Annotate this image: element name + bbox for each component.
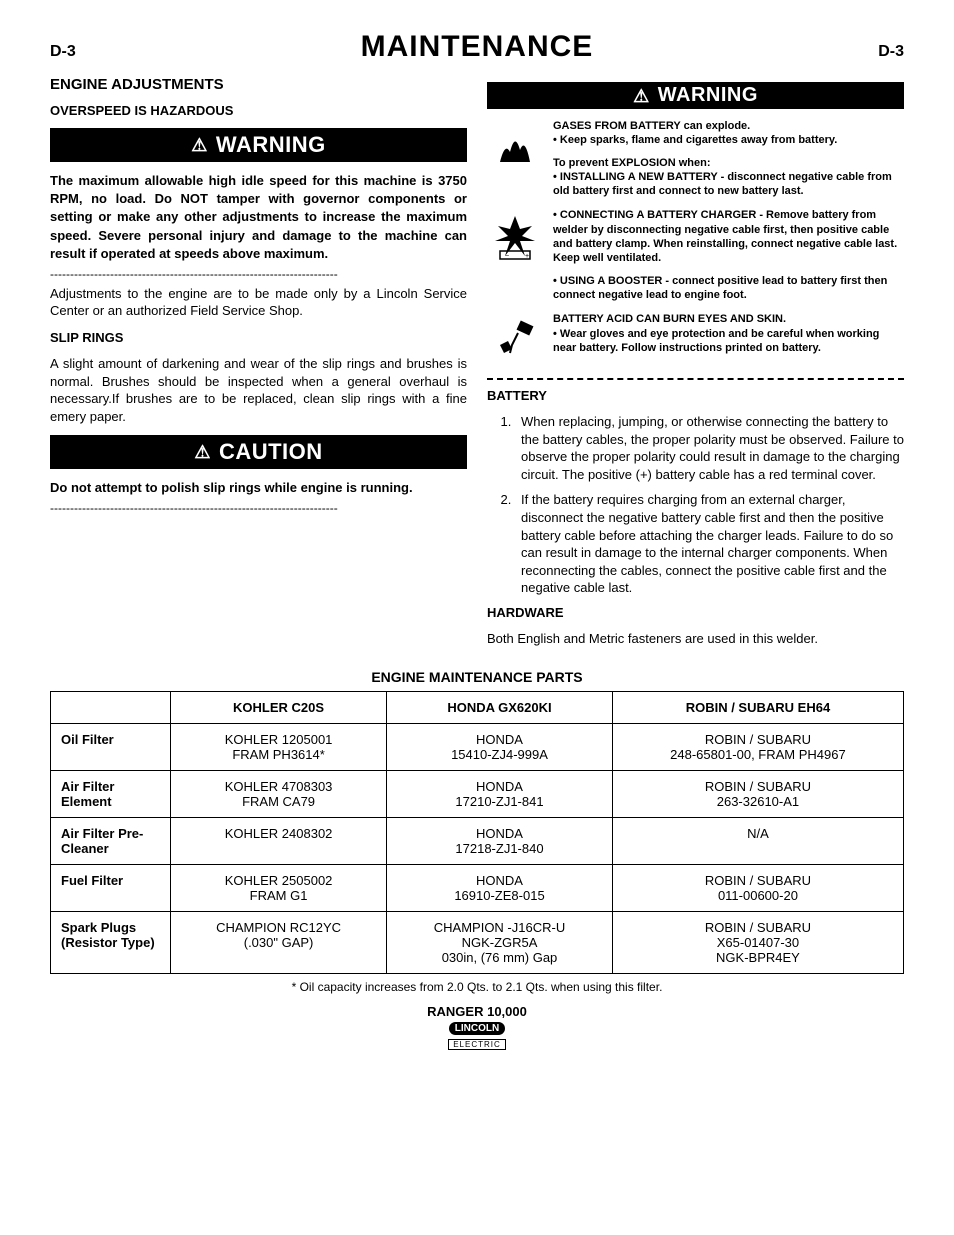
warning-bar-left: ⚠ WARNING [50,128,467,162]
caution-triangle-icon: ⚠ [194,443,211,461]
charger-text: • CONNECTING A BATTERY CHARGER - Remove … [553,208,904,302]
parts-table: KOHLER C20S HONDA GX620KI ROBIN / SUBARU… [50,691,904,974]
gases-text: GASES FROM BATTERY can explode. • Keep s… [553,119,904,198]
th-honda: HONDA GX620KI [387,692,613,724]
warning-bar-right: ⚠ WARNING [487,82,904,109]
warning-triangle-icon: ⚠ [633,87,650,105]
table-row: Spark Plugs (Resistor Type)CHAMPION RC12… [51,912,904,974]
row-label: Oil Filter [51,724,171,771]
charger-body: • CONNECTING A BATTERY CHARGER - Remove … [553,208,904,265]
page-footer: RANGER 10,000 LINCOLN ELECTRIC [50,1004,904,1050]
table-row: Air Filter Pre-CleanerKOHLER 2408302HOND… [51,818,904,865]
header-left: D-3 [50,43,130,61]
table-row: Air Filter ElementKOHLER 4708303FRAM CA7… [51,771,904,818]
hardware-body: Both English and Metric fasteners are us… [487,630,904,648]
warning-body-text: The maximum allowable high idle speed fo… [50,172,467,263]
footer-model: RANGER 10,000 [50,1004,904,1019]
row-label: Air Filter Element [51,771,171,818]
gases-icon-row: GASES FROM BATTERY can explode. • Keep s… [487,119,904,198]
caution-body-text: Do not attempt to polish slip rings whil… [50,479,467,497]
table-cell: ROBIN / SUBARU011-00600-20 [612,865,903,912]
slip-rings-body: A slight amount of darkening and wear of… [50,355,467,425]
caution-bar: ⚠ CAUTION [50,435,467,469]
hardware-heading: HARDWARE [487,605,904,620]
gases-l1: GASES FROM BATTERY can explode. [553,119,904,133]
battery-item-1: When replacing, jumping, or otherwise co… [515,413,904,483]
svg-text:−: − [505,253,509,260]
table-cell: HONDA16910-ZE8-015 [387,865,613,912]
brand-logo: LINCOLN ELECTRIC [50,1019,904,1050]
row-label: Spark Plugs (Resistor Type) [51,912,171,974]
table-header-row: KOHLER C20S HONDA GX620KI ROBIN / SUBARU… [51,692,904,724]
acid-icon-row: BATTERY ACID CAN BURN EYES AND SKIN. • W… [487,312,904,368]
dash-divider: ----------------------------------------… [50,267,467,281]
left-column: ENGINE ADJUSTMENTS OVERSPEED IS HAZARDOU… [50,72,467,655]
acid-text: BATTERY ACID CAN BURN EYES AND SKIN. • W… [553,312,904,355]
dash-divider-2: ----------------------------------------… [50,501,467,515]
gases-l3: To prevent EXPLOSION when: [553,156,904,170]
two-column-layout: ENGINE ADJUSTMENTS OVERSPEED IS HAZARDOU… [50,72,904,655]
table-cell: N/A [612,818,903,865]
right-column: ⚠ WARNING GASES FROM BATTERY can explode… [487,72,904,655]
adjustments-body: Adjustments to the engine are to be made… [50,285,467,320]
table-cell: CHAMPION -J16CR-UNGK-ZGR5A030in, (76 mm)… [387,912,613,974]
dashed-divider [487,378,904,380]
warning-triangle-icon: ⚠ [191,136,208,154]
th-robin: ROBIN / SUBARU EH64 [612,692,903,724]
gases-l4: • INSTALLING A NEW BATTERY - disconnect … [553,170,904,199]
acid-l1: BATTERY ACID CAN BURN EYES AND SKIN. [553,312,904,326]
table-cell: KOHLER 4708303FRAM CA79 [171,771,387,818]
table-row: Oil FilterKOHLER 1205001FRAM PH3614*HOND… [51,724,904,771]
table-cell: CHAMPION RC12YC(.030" GAP) [171,912,387,974]
charger-icon-row: −+ • CONNECTING A BATTERY CHARGER - Remo… [487,208,904,302]
table-cell: ROBIN / SUBARUX65-01407-30NGK-BPR4EY [612,912,903,974]
row-label: Fuel Filter [51,865,171,912]
th-kohler: KOHLER C20S [171,692,387,724]
battery-list: When replacing, jumping, or otherwise co… [515,413,904,596]
table-cell: HONDA17218-ZJ1-840 [387,818,613,865]
battery-item-2: If the battery requires charging from an… [515,491,904,596]
table-cell: ROBIN / SUBARU263-32610-A1 [612,771,903,818]
page-title: MAINTENANCE [130,30,824,64]
engine-adjustments-heading: ENGINE ADJUSTMENTS [50,76,467,93]
caution-label: CAUTION [219,439,323,465]
svg-text:+: + [525,253,529,260]
acid-l2: • Wear gloves and eye protection and be … [553,327,904,356]
gases-l2: • Keep sparks, flame and cigarettes away… [553,133,904,147]
table-body: Oil FilterKOHLER 1205001FRAM PH3614*HOND… [51,724,904,974]
table-cell: HONDA15410-ZJ4-999A [387,724,613,771]
brand-name: LINCOLN [449,1022,505,1035]
table-cell: KOHLER 1205001FRAM PH3614* [171,724,387,771]
th-blank [51,692,171,724]
slip-rings-heading: SLIP RINGS [50,330,467,345]
table-cell: HONDA17210-ZJ1-841 [387,771,613,818]
table-title: ENGINE MAINTENANCE PARTS [50,669,904,685]
overspeed-heading: OVERSPEED IS HAZARDOUS [50,103,467,118]
battery-heading: BATTERY [487,388,904,403]
flame-icon [487,119,543,175]
warning-label: WARNING [658,84,758,107]
warning-label: WARNING [216,132,326,158]
page-header: D-3 MAINTENANCE D-3 [50,30,904,64]
brand-sub: ELECTRIC [448,1039,506,1050]
table-row: Fuel FilterKOHLER 2505002FRAM G1HONDA169… [51,865,904,912]
acid-pour-icon [487,312,543,368]
booster-body: • USING A BOOSTER - connect positive lea… [553,274,904,303]
row-label: Air Filter Pre-Cleaner [51,818,171,865]
table-cell: KOHLER 2408302 [171,818,387,865]
header-right: D-3 [824,43,904,61]
table-cell: KOHLER 2505002FRAM G1 [171,865,387,912]
explosion-icon: −+ [487,208,543,264]
table-cell: ROBIN / SUBARU248-65801-00, FRAM PH4967 [612,724,903,771]
table-footnote: * Oil capacity increases from 2.0 Qts. t… [50,980,904,994]
